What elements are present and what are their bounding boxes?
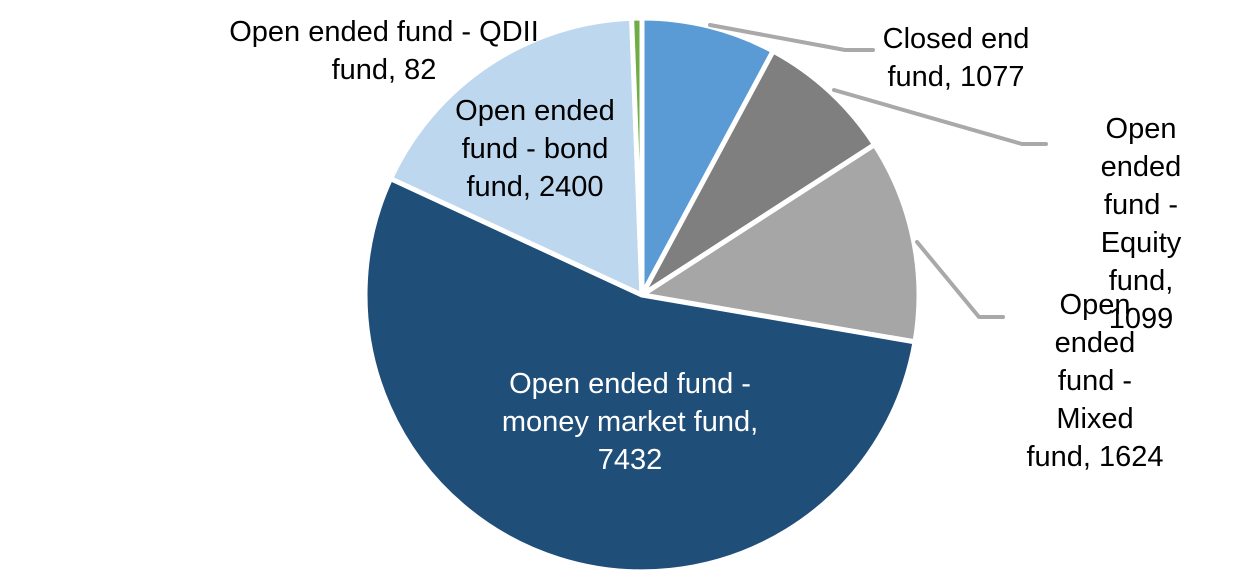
data-label-money-market-fund: Open ended fund - money market fund, 743… [501, 368, 759, 476]
leader-lines [708, 23, 1048, 319]
pie-slice-equity [639, 48, 878, 298]
leader-line-closed-end [708, 23, 875, 52]
data-label-mixed-fund: Open ended fund - Mixed fund, 1624 [1026, 289, 1164, 473]
pie-slice-mixed [639, 142, 922, 345]
data-label-bond-fund: Open ended fund - bond fund, 2400 [455, 95, 615, 203]
pie-slice-money-market [362, 176, 918, 575]
data-label-qdii-fund: Open ended fund - QDII fund, 82 [229, 16, 539, 86]
pie-slice-qdii [629, 15, 645, 298]
pie-slice-bond [388, 15, 645, 298]
data-label-closed-end-fund: Closed end fund, 1077 [882, 23, 1030, 93]
leader-line-equity [832, 88, 1048, 146]
leader-line-mixed [915, 240, 1005, 319]
data-label-equity-fund: Open ended fund - Equity fund, 1099 [1100, 113, 1182, 335]
pie-slices [362, 15, 922, 575]
